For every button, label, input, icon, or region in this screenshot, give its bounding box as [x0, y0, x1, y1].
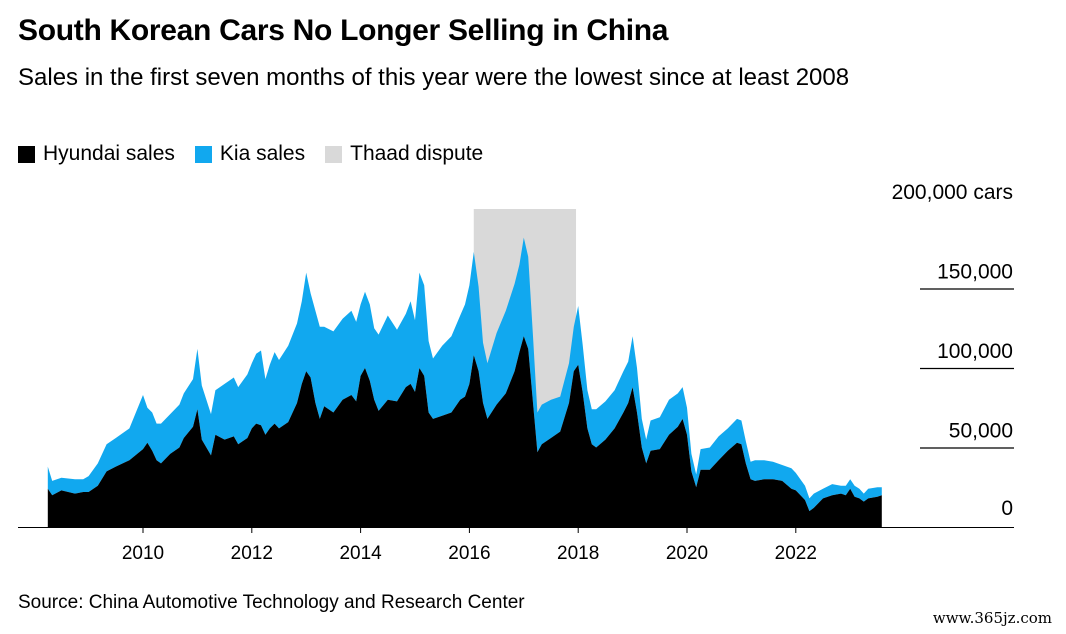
chart-title: South Korean Cars No Longer Selling in C…: [18, 14, 669, 47]
chart-subtitle: Sales in the first seven months of this …: [18, 64, 850, 91]
x-tick-label-2012: 2012: [231, 543, 273, 564]
kia-sales-area: [47, 237, 882, 512]
hyundai-sales-area: [47, 336, 882, 527]
legend-label-kia: Kia sales: [219, 142, 306, 165]
legend-item-kia: Kia sales: [194, 142, 306, 166]
x-tick-label-2018: 2018: [557, 543, 599, 564]
legend-item-thaad: Thaad dispute: [325, 142, 483, 166]
legend-swatch-thaad: [325, 145, 343, 163]
y-tick-label-0: 0: [1001, 497, 1013, 520]
x-tick-label-2010: 2010: [122, 543, 164, 564]
y-tick-label-200000: 200,000 cars: [892, 181, 1013, 204]
x-tick-label-2022: 2022: [775, 543, 817, 564]
y-tick-label-150000: 150,000: [937, 261, 1013, 284]
legend-swatch-hyundai: [18, 145, 35, 163]
legend-label-thaad: Thaad dispute: [350, 142, 484, 165]
legend-swatch-kia: [194, 145, 212, 163]
x-tick-label-2014: 2014: [339, 543, 382, 564]
legend-label-hyundai: Hyundai sales: [43, 142, 175, 165]
x-tick-label-2016: 2016: [448, 543, 490, 564]
y-tick-label-50000: 50,000: [949, 420, 1013, 443]
x-tick-label-2020: 2020: [666, 543, 708, 564]
source-note: Source: China Automotive Technology and …: [18, 592, 525, 613]
y-tick-label-100000: 100,000: [937, 340, 1013, 363]
legend-item-hyundai: Hyundai sales: [18, 142, 175, 166]
legend: Hyundai sales Kia sales Thaad dispute: [18, 142, 483, 166]
watermark: www.365jz.com: [932, 609, 1052, 627]
